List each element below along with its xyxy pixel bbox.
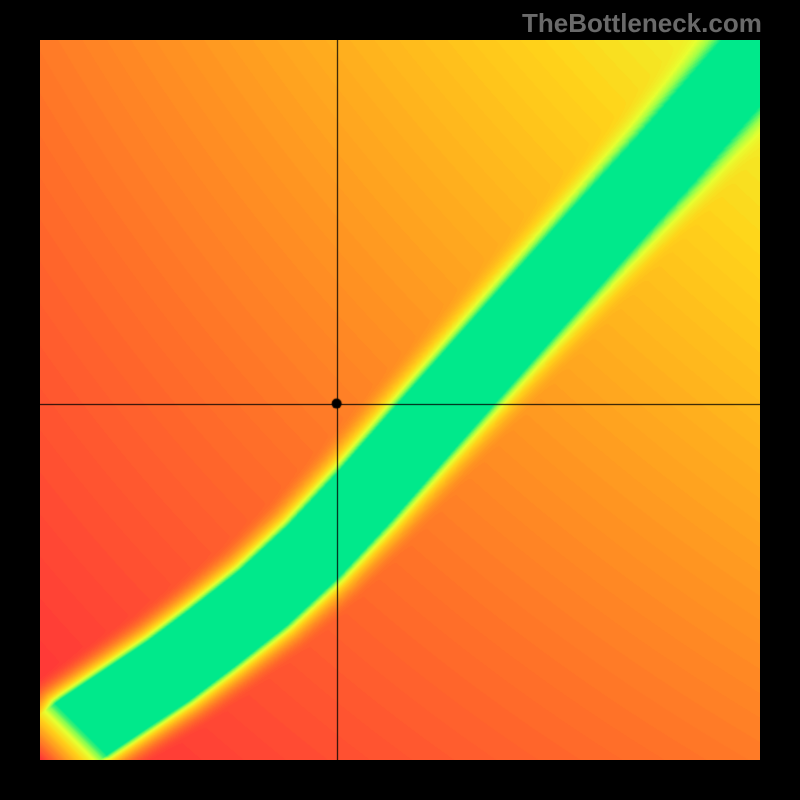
watermark-label: TheBottleneck.com [522, 8, 762, 39]
bottleneck-heatmap [40, 40, 760, 760]
